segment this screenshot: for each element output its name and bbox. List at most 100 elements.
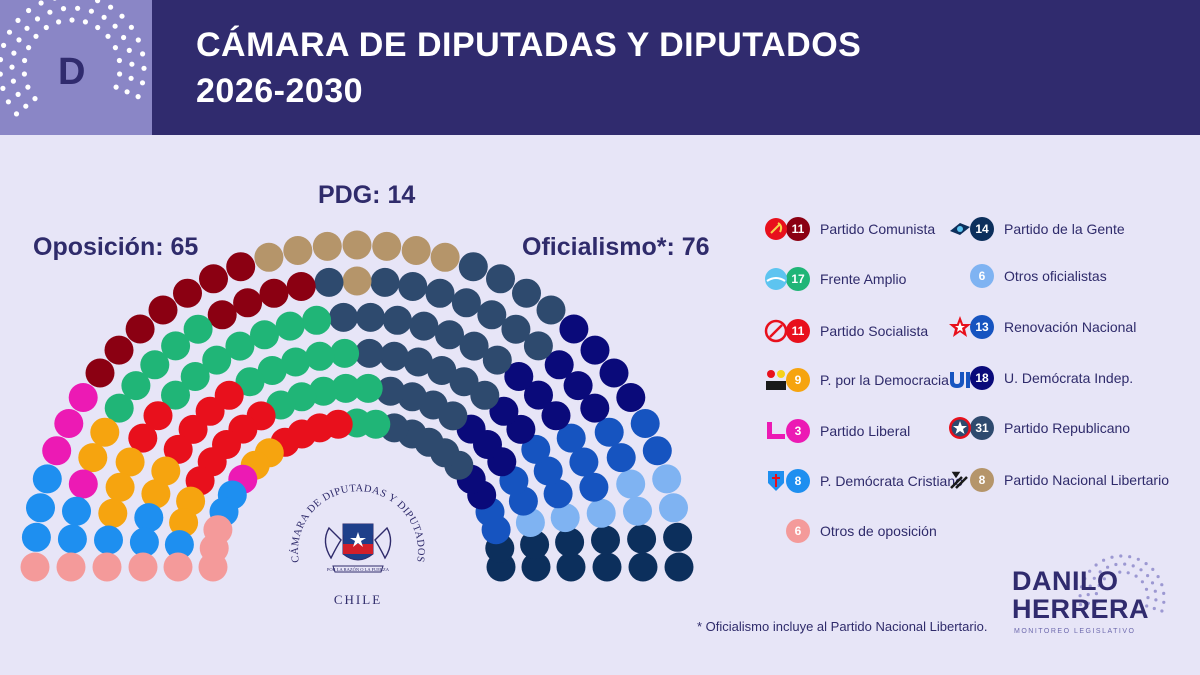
seat-pdg <box>592 552 622 582</box>
brand-dot <box>1128 555 1132 559</box>
legend-item-pl: 3 Partido Liberal <box>764 416 910 446</box>
parliament-chart <box>20 230 694 582</box>
logo-dot <box>113 84 119 90</box>
brand-dot <box>1146 596 1150 600</box>
seat-fa <box>275 311 305 341</box>
logo-dot <box>34 16 41 22</box>
legend-name-ppd: P. por la Democracia <box>820 372 949 388</box>
seat-rep <box>409 311 439 341</box>
legend-name-fa: Frente Amplio <box>820 271 907 287</box>
brand-dot <box>1119 554 1123 558</box>
logo-dot <box>5 99 11 105</box>
brand-dot <box>1162 600 1166 604</box>
brand-dot <box>1140 580 1144 584</box>
label-oficialismo: Oficialismo*: 76 <box>522 233 710 261</box>
pdg-logo-icon <box>948 217 972 241</box>
seat-pnl <box>342 230 372 260</box>
brand-dot <box>1092 576 1096 580</box>
legend-name-pnl: Partido Nacional Libertario <box>1004 472 1169 488</box>
logo-dot <box>9 64 15 70</box>
logo-dot <box>105 33 111 39</box>
legend-item-rn: 13 Renovación Nacional <box>948 312 1136 342</box>
label-pdg: PDG: 14 <box>318 181 416 209</box>
seat-otros_op <box>198 552 228 582</box>
seat-rep <box>397 382 427 412</box>
logo-dot <box>119 13 125 19</box>
seat-udi <box>563 371 593 401</box>
brand-dot <box>1126 571 1130 575</box>
logo-dot <box>33 33 39 39</box>
legend-name-udi: U. Demócrata Indep. <box>1004 370 1134 386</box>
brand-dot <box>1162 591 1166 595</box>
seat-udi <box>599 358 629 388</box>
seat-rn <box>642 436 672 466</box>
legend-item-pdg: 14 Partido de la Gente <box>948 214 1125 244</box>
seat-fa <box>353 373 383 403</box>
seat-udi <box>504 362 534 391</box>
brand-dot <box>1131 564 1135 568</box>
brand-dot <box>1098 570 1102 574</box>
hammer-sickle-icon <box>764 217 788 241</box>
seat-ps <box>163 434 193 464</box>
seat-fa <box>281 347 311 377</box>
brand-dot <box>1106 565 1110 569</box>
logo-dot <box>32 96 38 102</box>
seat-pnl <box>342 266 372 296</box>
seat-pdg <box>520 530 550 560</box>
camara-logo-icon: D <box>0 0 147 117</box>
brand-dot <box>1160 609 1164 613</box>
logo-dot <box>108 4 114 10</box>
seat-pdg <box>663 522 693 552</box>
seat-fa <box>305 341 335 371</box>
seat-ppd <box>90 417 120 447</box>
seat-pdg <box>664 552 694 582</box>
seat-rep <box>376 376 405 406</box>
legend-badge-pdg: 14 <box>970 217 994 241</box>
seat-otros_op <box>20 552 50 582</box>
seat-rep <box>403 347 433 377</box>
legend-name-otros-of: Otros oficialistas <box>1004 268 1107 284</box>
legend-name-rep: Partido Republicano <box>1004 420 1131 436</box>
legend-item-ps: 11 Partido Socialista <box>764 316 928 346</box>
seat-rn <box>630 409 660 438</box>
camara-logo: D <box>0 0 152 135</box>
seat-dc <box>164 530 194 560</box>
seat-pdg <box>628 552 658 582</box>
seat-rep <box>354 338 384 368</box>
ppd-logo-icon <box>764 368 788 392</box>
brand-dot <box>1102 558 1106 562</box>
brand-logo: DANILO HERRERA MONITOREO LEGISLATIVO <box>1010 552 1190 642</box>
logo-dot <box>25 84 31 90</box>
brand-dot <box>1144 587 1149 591</box>
logo-dot <box>140 51 146 57</box>
legend-badge-pnl: 8 <box>970 468 994 492</box>
seat-udi <box>524 380 553 410</box>
logo-dot <box>75 5 81 11</box>
seat-otros_of <box>659 493 688 523</box>
seat-otros_op <box>128 552 158 582</box>
seat-pnl <box>401 236 431 265</box>
seat-pc <box>286 272 316 301</box>
seat-udi <box>616 383 646 412</box>
logo-dot <box>135 94 141 100</box>
brand-dot <box>1139 568 1143 572</box>
seat-udi <box>580 393 610 423</box>
brand-dot <box>1134 574 1138 578</box>
logo-dot <box>60 6 67 12</box>
logo-dot <box>23 103 29 109</box>
brand-dot <box>1097 583 1101 588</box>
logo-dot <box>116 57 122 64</box>
seat-rep <box>356 302 385 332</box>
seat-otros_of <box>652 464 682 494</box>
seat-rep <box>370 267 400 297</box>
seat-pc <box>226 252 256 282</box>
seat-rep <box>449 367 479 397</box>
logo-dot <box>112 23 118 29</box>
seats-layer <box>20 230 694 582</box>
legend-badge-otros-op: 6 <box>786 519 810 543</box>
seat-ppd <box>78 443 108 473</box>
brand-dot <box>1078 603 1083 607</box>
seat-rep <box>523 331 553 361</box>
seat-udi <box>544 350 574 380</box>
logo-dot <box>15 91 21 97</box>
